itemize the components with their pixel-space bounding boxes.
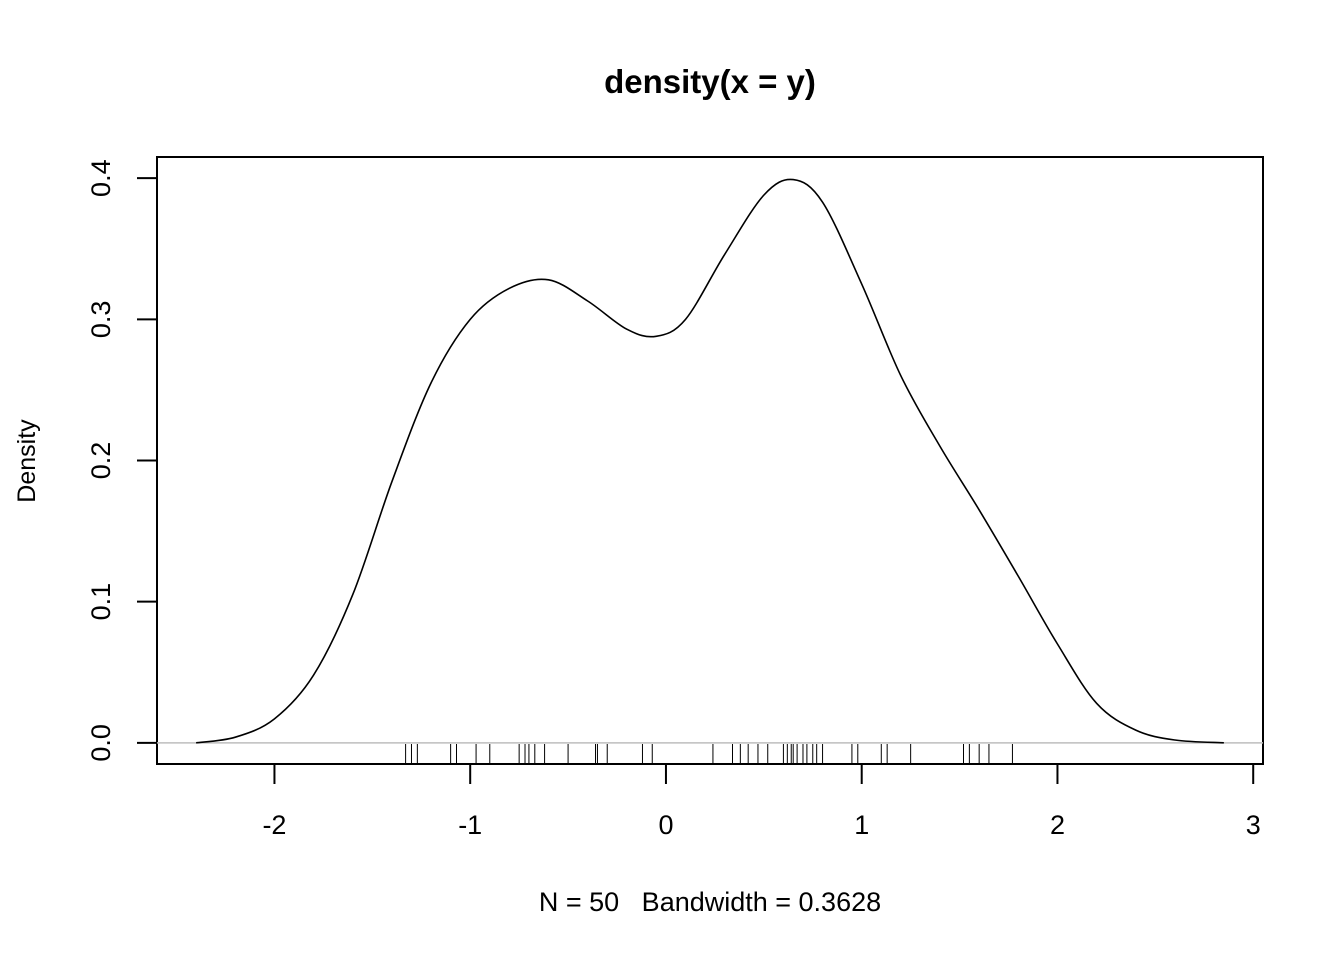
x-tick-label: -1 [458, 810, 482, 840]
plot-area [157, 178, 1263, 763]
x-tick-label: 1 [854, 810, 869, 840]
x-axis-label: N = 50 Bandwidth = 0.3628 [539, 887, 881, 917]
x-tick-label: 2 [1050, 810, 1065, 840]
x-tick-label: 3 [1246, 810, 1261, 840]
y-tick-label: 0.1 [86, 583, 116, 621]
y-tick-label: 0.2 [86, 442, 116, 480]
x-tick-label: -2 [262, 810, 286, 840]
x-tick-label: 0 [658, 810, 673, 840]
y-axis-label: Density [13, 419, 41, 503]
y-tick-label: 0.4 [86, 159, 116, 197]
y-tick-label: 0.0 [86, 724, 116, 762]
y-tick-label: 0.3 [86, 301, 116, 339]
density-curve [196, 178, 1224, 744]
x-axis: -2 -1 0 1 2 3 [262, 763, 1261, 840]
y-axis: 0.0 0.1 0.2 0.3 0.4 [86, 159, 158, 762]
chart-title: density(x = y) [604, 63, 816, 100]
plot-frame [156, 156, 1264, 765]
